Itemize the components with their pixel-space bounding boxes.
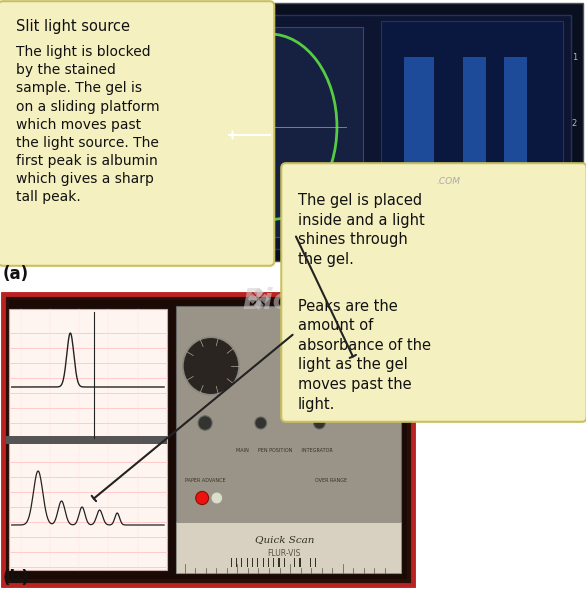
- Bar: [463, 57, 486, 213]
- Bar: [263, 558, 264, 567]
- Bar: [294, 558, 295, 567]
- Text: 3: 3: [571, 185, 577, 193]
- Circle shape: [314, 417, 325, 429]
- Text: .COM: .COM: [437, 177, 461, 186]
- Bar: [284, 558, 285, 567]
- Text: (b): (b): [3, 569, 30, 587]
- Text: MAIN      PEN POSITION      INTEGRATOR: MAIN PEN POSITION INTEGRATOR: [236, 448, 333, 452]
- Circle shape: [211, 492, 223, 504]
- Bar: [257, 558, 258, 567]
- Circle shape: [198, 416, 212, 430]
- Bar: [252, 558, 253, 567]
- Text: The gel is placed
inside and a light
shines through
the gel.: The gel is placed inside and a light shi…: [298, 193, 424, 267]
- Bar: [310, 558, 311, 567]
- Bar: [176, 522, 401, 573]
- Bar: [9, 441, 167, 570]
- Text: PAPER ADVANCE: PAPER ADVANCE: [185, 478, 226, 482]
- Bar: [268, 558, 269, 567]
- Bar: [299, 558, 301, 567]
- Text: Slit light source: Slit light source: [16, 19, 130, 34]
- Circle shape: [183, 337, 239, 395]
- Bar: [381, 21, 563, 237]
- Bar: [241, 558, 242, 567]
- Bar: [504, 57, 527, 213]
- Bar: [170, 3, 583, 261]
- Text: ❖: ❖: [244, 287, 271, 316]
- Text: 1: 1: [572, 52, 577, 61]
- Text: FLUR-VIS: FLUR-VIS: [268, 550, 301, 558]
- Text: Biology-Forums: Biology-Forums: [242, 287, 485, 315]
- Bar: [247, 558, 248, 567]
- Text: (a): (a): [3, 265, 29, 283]
- Bar: [273, 558, 274, 567]
- Bar: [9, 300, 407, 579]
- Text: OVER RANGE: OVER RANGE: [315, 478, 347, 482]
- Bar: [176, 15, 571, 249]
- Bar: [3, 294, 413, 585]
- Bar: [278, 558, 280, 567]
- Bar: [199, 27, 363, 237]
- Bar: [404, 57, 434, 213]
- FancyBboxPatch shape: [281, 163, 586, 422]
- Bar: [231, 558, 232, 567]
- FancyBboxPatch shape: [0, 1, 274, 266]
- Bar: [176, 306, 401, 573]
- Bar: [315, 558, 316, 567]
- Bar: [6, 436, 167, 444]
- Bar: [9, 309, 167, 441]
- Circle shape: [196, 491, 209, 505]
- Text: The light is blocked
by the stained
sample. The gel is
on a sliding platform
whi: The light is blocked by the stained samp…: [16, 45, 159, 205]
- Bar: [236, 558, 237, 567]
- Text: Quick Scan: Quick Scan: [254, 535, 314, 545]
- Text: Peaks are the
amount of
absorbance of the
light as the gel
moves past the
light.: Peaks are the amount of absorbance of th…: [298, 299, 431, 412]
- Circle shape: [338, 343, 371, 377]
- Circle shape: [255, 417, 267, 429]
- Text: 2: 2: [572, 119, 577, 128]
